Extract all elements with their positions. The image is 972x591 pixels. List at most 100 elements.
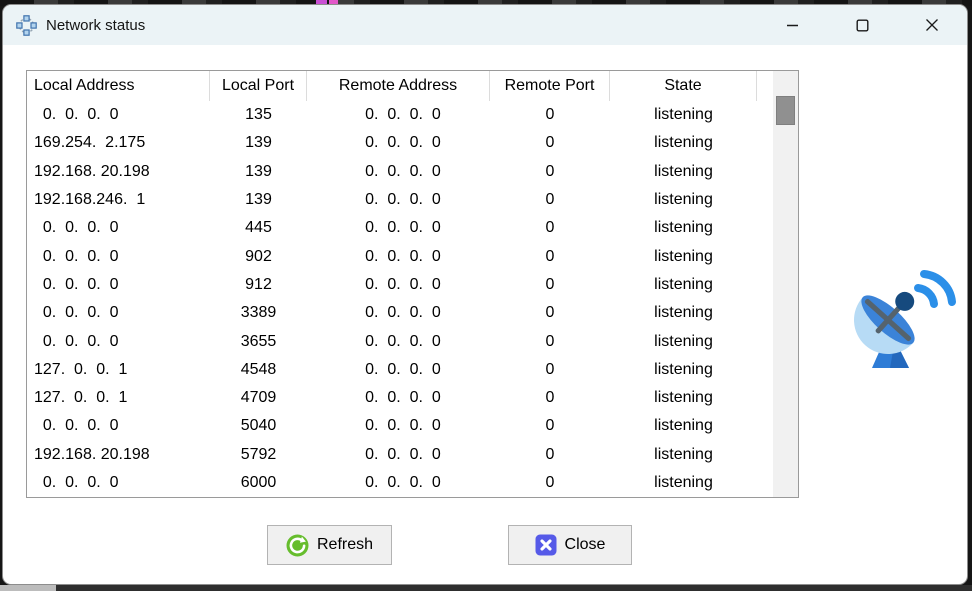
cell-state: listening	[654, 417, 713, 435]
column-header-stub	[757, 71, 773, 101]
cell-remote-port: 0	[545, 106, 555, 124]
cell-state: listening	[654, 219, 713, 237]
cell-state: listening	[654, 191, 713, 209]
cell-state: listening	[654, 474, 713, 491]
connections-table: Local Address Local Port Remote Address Rem…	[26, 70, 799, 498]
close-window-button[interactable]	[897, 5, 967, 45]
cell-remote-address: 0. 0. 0. 0	[356, 247, 441, 265]
maximize-icon	[856, 19, 869, 32]
cell-remote-port: 0	[545, 360, 555, 378]
background-segment	[0, 585, 56, 591]
cell-local-port: 6000	[240, 474, 277, 491]
background-speck	[329, 0, 338, 4]
titlebar[interactable]: Network status	[3, 5, 967, 45]
network-icon	[16, 14, 37, 36]
refresh-icon	[286, 534, 309, 556]
cell-local-port: 4709	[240, 389, 277, 407]
cell-remote-port: 0	[545, 445, 555, 463]
table-row: 0. 0. 0. 0 6000 0. 0. 0. 0 0 listening	[27, 469, 773, 497]
cell-remote-address: 0. 0. 0. 0	[356, 191, 441, 209]
table-row: 169.254. 2.175 139 0. 0. 0. 0 0 listenin…	[27, 129, 773, 157]
cell-local-port: 135	[245, 106, 272, 124]
minimize-button[interactable]	[757, 5, 827, 45]
background-app-strip	[0, 0, 972, 6]
cell-remote-address: 0. 0. 0. 0	[356, 445, 441, 463]
cell-local-port: 3389	[240, 304, 277, 322]
cell-remote-address: 0. 0. 0. 0	[356, 417, 441, 435]
cell-local-address: 192.168. 20.198	[34, 162, 150, 180]
scrollbar-thumb[interactable]	[776, 96, 795, 125]
cell-local-address: 169.254. 2.175	[34, 134, 146, 152]
cell-state: listening	[654, 332, 713, 350]
cell-local-address: 0. 0. 0. 0	[34, 332, 119, 350]
table-row: 0. 0. 0. 0 445 0. 0. 0. 0 0 listening	[27, 214, 773, 242]
cell-local-address: 0. 0. 0. 0	[34, 219, 119, 237]
cell-remote-address: 0. 0. 0. 0	[356, 474, 441, 491]
cell-remote-port: 0	[545, 389, 555, 407]
table-row: 127. 0. 0. 1 4709 0. 0. 0. 0 0 listening	[27, 384, 773, 412]
cell-local-port: 4548	[240, 360, 277, 378]
cell-remote-address: 0. 0. 0. 0	[356, 360, 441, 378]
cell-remote-port: 0	[545, 332, 555, 350]
cell-local-port: 445	[245, 219, 272, 237]
cell-local-address: 0. 0. 0. 0	[34, 106, 119, 124]
cell-state: listening	[654, 275, 713, 293]
table-row: 0. 0. 0. 0 135 0. 0. 0. 0 0 listening	[27, 101, 773, 129]
cell-state: listening	[654, 445, 713, 463]
cell-remote-port: 0	[545, 247, 555, 265]
cell-state: listening	[654, 304, 713, 322]
cell-remote-port: 0	[545, 219, 555, 237]
table-header: Local Address Local Port Remote Address Rem…	[27, 71, 798, 101]
cell-remote-port: 0	[545, 162, 555, 180]
cell-remote-port: 0	[545, 191, 555, 209]
network-status-window: Network status Local Addre	[2, 4, 968, 585]
background-taskbar-strip	[0, 585, 972, 591]
cell-local-port: 902	[245, 247, 272, 265]
table-row: 192.168. 20.198 139 0. 0. 0. 0 0 listeni…	[27, 158, 773, 186]
column-header[interactable]: Remote Address	[307, 71, 490, 101]
cell-local-port: 139	[245, 134, 272, 152]
cell-remote-port: 0	[545, 417, 555, 435]
cell-remote-address: 0. 0. 0. 0	[356, 162, 441, 180]
cell-state: listening	[654, 106, 713, 124]
background-speck	[316, 0, 327, 4]
close-x-icon	[535, 534, 557, 556]
satellite-dish-icon	[854, 270, 956, 368]
table-scrollbar[interactable]	[773, 71, 798, 497]
cell-remote-port: 0	[545, 275, 555, 293]
close-icon	[926, 19, 938, 31]
cell-remote-port: 0	[545, 134, 555, 152]
cell-state: listening	[654, 389, 713, 407]
column-header[interactable]: State	[610, 71, 757, 101]
table-row: 0. 0. 0. 0 5040 0. 0. 0. 0 0 listening	[27, 412, 773, 440]
cell-local-port: 139	[245, 162, 272, 180]
maximize-button[interactable]	[827, 5, 897, 45]
cell-remote-address: 0. 0. 0. 0	[356, 275, 441, 293]
cell-local-address: 127. 0. 0. 1	[34, 360, 128, 378]
column-header[interactable]: Local Address	[27, 71, 210, 101]
cell-local-port: 912	[245, 275, 272, 293]
table-row: 127. 0. 0. 1 4548 0. 0. 0. 0 0 listening	[27, 356, 773, 384]
table-row: 0. 0. 0. 0 3389 0. 0. 0. 0 0 listening	[27, 299, 773, 327]
cell-remote-port: 0	[545, 304, 555, 322]
table-row: 0. 0. 0. 0 3655 0. 0. 0. 0 0 listening	[27, 327, 773, 355]
cell-local-address: 192.168.246. 1	[34, 191, 146, 209]
cell-local-port: 5040	[240, 417, 277, 435]
cell-remote-address: 0. 0. 0. 0	[356, 332, 441, 350]
minimize-icon	[786, 24, 798, 26]
cell-state: listening	[654, 134, 713, 152]
refresh-button[interactable]: Refresh	[267, 525, 392, 565]
column-header[interactable]: Remote Port	[490, 71, 610, 101]
cell-remote-address: 0. 0. 0. 0	[356, 106, 441, 124]
cell-local-address: 127. 0. 0. 1	[34, 389, 128, 407]
cell-remote-address: 0. 0. 0. 0	[356, 389, 441, 407]
cell-local-address: 0. 0. 0. 0	[34, 275, 119, 293]
table-row: 192.168.246. 1 139 0. 0. 0. 0 0 listenin…	[27, 186, 773, 214]
cell-remote-address: 0. 0. 0. 0	[356, 304, 441, 322]
cell-local-address: 192.168. 20.198	[34, 445, 150, 463]
cell-state: listening	[654, 162, 713, 180]
cell-local-port: 3655	[240, 332, 277, 350]
column-header[interactable]: Local Port	[210, 71, 307, 101]
table-row: 0. 0. 0. 0 912 0. 0. 0. 0 0 listening	[27, 271, 773, 299]
close-button[interactable]: Close	[508, 525, 632, 565]
